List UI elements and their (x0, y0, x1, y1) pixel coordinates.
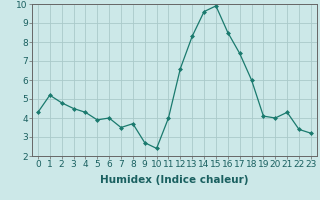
X-axis label: Humidex (Indice chaleur): Humidex (Indice chaleur) (100, 175, 249, 185)
